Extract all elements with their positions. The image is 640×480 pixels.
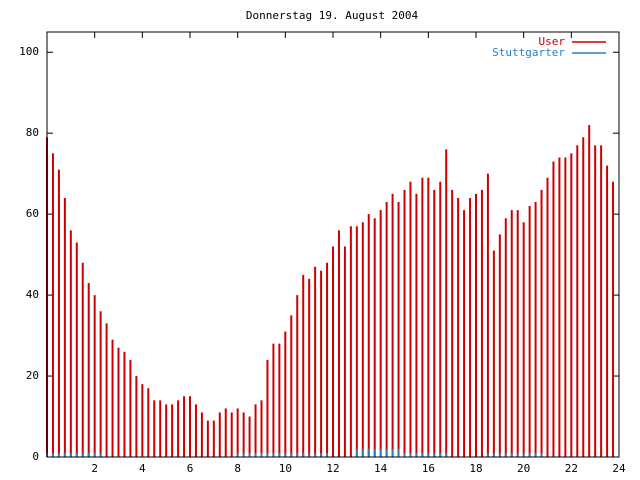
plot-frame — [46, 31, 620, 458]
y-tick-label: 80 — [26, 126, 39, 139]
y-tick-label: 20 — [26, 369, 39, 382]
chart-title: Donnerstag 19. August 2004 — [246, 9, 419, 22]
legend-label: User — [539, 35, 566, 48]
x-tick-label: 24 — [612, 462, 626, 475]
x-tick-label: 22 — [565, 462, 578, 475]
x-tick-label: 12 — [326, 462, 339, 475]
x-tick-label: 20 — [517, 462, 530, 475]
x-tick-label: 10 — [279, 462, 292, 475]
x-tick-label: 14 — [374, 462, 388, 475]
y-tick-label: 100 — [19, 45, 39, 58]
x-tick-label: 8 — [234, 462, 241, 475]
legend-label: Stuttgarter — [492, 46, 565, 59]
x-tick-label: 4 — [139, 462, 146, 475]
y-tick-label: 0 — [32, 450, 39, 463]
x-tick-label: 2 — [91, 462, 98, 475]
x-tick-label: 18 — [469, 462, 482, 475]
y-tick-label: 60 — [26, 207, 39, 220]
y-tick-label: 40 — [26, 288, 39, 301]
x-tick-label: 16 — [422, 462, 435, 475]
x-tick-label: 6 — [187, 462, 194, 475]
